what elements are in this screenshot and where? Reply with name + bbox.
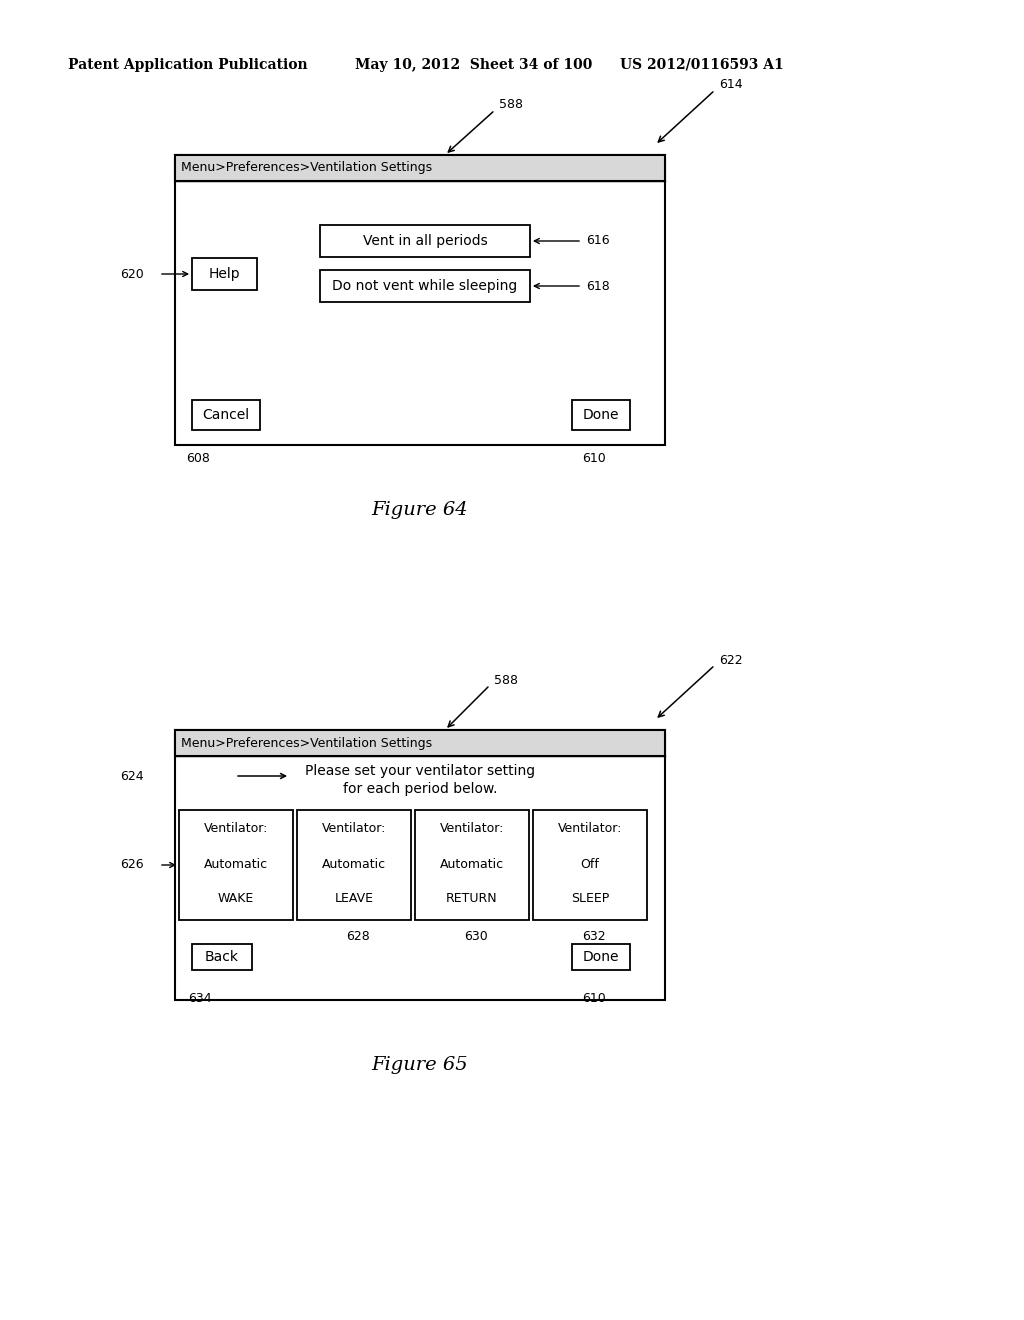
Text: Patent Application Publication: Patent Application Publication	[68, 58, 307, 73]
Text: May 10, 2012  Sheet 34 of 100: May 10, 2012 Sheet 34 of 100	[355, 58, 592, 73]
Text: 608: 608	[186, 451, 210, 465]
Bar	[175, 154, 665, 181]
Text: Figure 64: Figure 64	[372, 502, 468, 519]
Text: 628: 628	[346, 929, 370, 942]
Text: Done: Done	[583, 408, 620, 422]
Bar	[179, 810, 293, 920]
Bar	[415, 810, 529, 920]
Bar	[572, 944, 630, 970]
Text: Ventilator:: Ventilator:	[440, 821, 504, 834]
Text: WAKE: WAKE	[218, 891, 254, 904]
Bar	[175, 154, 665, 445]
Bar	[193, 944, 252, 970]
Bar	[175, 730, 665, 1001]
Text: Back: Back	[205, 950, 239, 964]
Text: for each period below.: for each period below.	[343, 781, 498, 796]
Text: Do not vent while sleeping: Do not vent while sleeping	[333, 279, 517, 293]
Text: 620: 620	[120, 268, 143, 281]
Text: Menu>Preferences>Ventilation Settings: Menu>Preferences>Ventilation Settings	[181, 161, 432, 174]
Bar	[175, 730, 665, 756]
Text: 588: 588	[494, 673, 518, 686]
Text: Ventilator:: Ventilator:	[204, 821, 268, 834]
Text: 634: 634	[188, 991, 212, 1005]
Text: Automatic: Automatic	[440, 858, 504, 871]
Text: 622: 622	[719, 653, 742, 667]
Text: Automatic: Automatic	[322, 858, 386, 871]
Bar	[319, 271, 530, 302]
Text: Cancel: Cancel	[203, 408, 250, 422]
Text: 632: 632	[582, 929, 605, 942]
Text: 630: 630	[464, 929, 487, 942]
Text: 626: 626	[120, 858, 143, 871]
Text: Figure 65: Figure 65	[372, 1056, 468, 1074]
Bar	[534, 810, 647, 920]
Text: 616: 616	[586, 235, 609, 248]
Text: SLEEP: SLEEP	[570, 891, 609, 904]
Bar	[193, 400, 260, 430]
Text: LEAVE: LEAVE	[335, 891, 374, 904]
Text: 610: 610	[582, 451, 606, 465]
Text: RETURN: RETURN	[446, 891, 498, 904]
Text: US 2012/0116593 A1: US 2012/0116593 A1	[620, 58, 783, 73]
Bar	[319, 224, 530, 257]
Bar	[193, 257, 257, 290]
Bar	[572, 400, 630, 430]
Text: 614: 614	[719, 78, 742, 91]
Text: 624: 624	[120, 770, 143, 783]
Text: Ventilator:: Ventilator:	[558, 821, 623, 834]
Text: 588: 588	[499, 99, 523, 111]
Text: 610: 610	[582, 991, 606, 1005]
Text: Menu>Preferences>Ventilation Settings: Menu>Preferences>Ventilation Settings	[181, 737, 432, 750]
Text: Vent in all periods: Vent in all periods	[362, 234, 487, 248]
Text: Please set your ventilator setting: Please set your ventilator setting	[305, 764, 536, 777]
Text: Off: Off	[581, 858, 599, 871]
Text: Ventilator:: Ventilator:	[322, 821, 386, 834]
Text: Help: Help	[209, 267, 241, 281]
Bar	[297, 810, 411, 920]
Text: Automatic: Automatic	[204, 858, 268, 871]
Text: 618: 618	[586, 280, 609, 293]
Text: Done: Done	[583, 950, 620, 964]
